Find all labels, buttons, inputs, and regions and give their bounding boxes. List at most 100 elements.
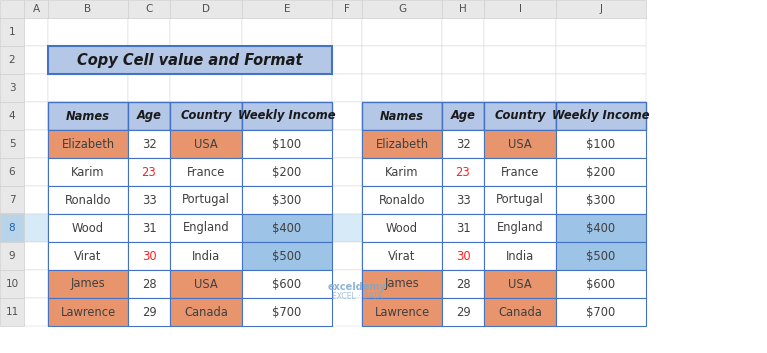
Bar [442,102,484,130]
Bar [170,74,242,102]
Text: 4: 4 [8,111,15,121]
Bar [48,186,128,214]
Bar [442,46,484,74]
Bar [362,18,442,46]
Bar [170,130,242,158]
Bar [332,242,362,270]
Bar [128,130,170,158]
Text: 9: 9 [8,251,15,261]
Bar [556,270,646,298]
Text: G: G [398,4,406,14]
Bar [484,242,556,270]
Bar [242,18,332,46]
Text: F: F [344,4,350,14]
Bar [484,74,556,102]
Bar [128,18,170,46]
Bar [362,102,442,130]
Bar [484,214,556,242]
Bar [24,270,48,298]
Bar [0,18,24,46]
Bar [128,158,170,186]
Bar [170,242,242,270]
Bar [362,130,442,158]
Text: Karim: Karim [385,166,419,179]
Text: 6: 6 [8,167,15,177]
Bar [0,102,24,130]
Bar [556,158,646,186]
Bar [48,74,128,102]
Bar [128,158,170,186]
Bar [484,130,556,158]
Bar [556,130,646,158]
Bar [442,130,484,158]
Text: 29: 29 [142,305,156,318]
Text: Weekly Income: Weekly Income [552,109,650,122]
Text: 28: 28 [456,277,470,291]
Bar [128,270,170,298]
Text: D: D [202,4,210,14]
Bar [24,0,48,18]
Bar [362,158,442,186]
Text: Portugal: Portugal [496,193,544,207]
Text: 23: 23 [142,166,156,179]
Bar [48,102,128,130]
Bar [242,102,332,130]
Text: 5: 5 [8,139,15,149]
Bar [170,214,242,242]
Text: $500: $500 [587,250,616,263]
Bar [48,298,128,326]
Bar [332,186,362,214]
Bar [442,102,484,130]
Bar [362,158,442,186]
Text: 33: 33 [142,193,156,207]
Text: Canada: Canada [184,305,228,318]
Bar [170,102,242,130]
Bar [242,130,332,158]
Bar [242,102,332,130]
Text: $100: $100 [272,138,301,150]
Text: EXCEL · DATA: EXCEL · DATA [332,292,382,301]
Text: $100: $100 [587,138,616,150]
Text: James: James [384,277,420,291]
Bar [332,158,362,186]
Bar [0,242,24,270]
Bar [0,46,24,74]
Bar [484,130,556,158]
Bar [170,242,242,270]
Bar [48,270,128,298]
Text: I: I [518,4,522,14]
Bar [362,270,442,298]
Bar [484,186,556,214]
Text: Country: Country [180,109,232,122]
Bar [0,270,24,298]
Bar [170,0,242,18]
Bar [170,102,242,130]
Bar [442,214,484,242]
Bar [0,298,24,326]
Text: James: James [71,277,105,291]
Bar [484,270,556,298]
Bar [48,46,128,74]
Bar [242,298,332,326]
Text: $400: $400 [272,221,301,234]
Text: Virat: Virat [74,250,102,263]
Bar [362,74,442,102]
Text: Names: Names [380,109,424,122]
Bar [332,0,362,18]
Bar [128,74,170,102]
Bar [484,186,556,214]
Text: $600: $600 [587,277,616,291]
Bar [48,242,128,270]
Bar [128,186,170,214]
Text: France: France [187,166,225,179]
Text: 32: 32 [456,138,470,150]
Bar [442,270,484,298]
Bar [362,102,442,130]
Bar [128,186,170,214]
Bar [442,74,484,102]
Bar [24,130,48,158]
Bar [362,242,442,270]
Bar [128,0,170,18]
Bar [48,158,128,186]
Bar [556,46,646,74]
